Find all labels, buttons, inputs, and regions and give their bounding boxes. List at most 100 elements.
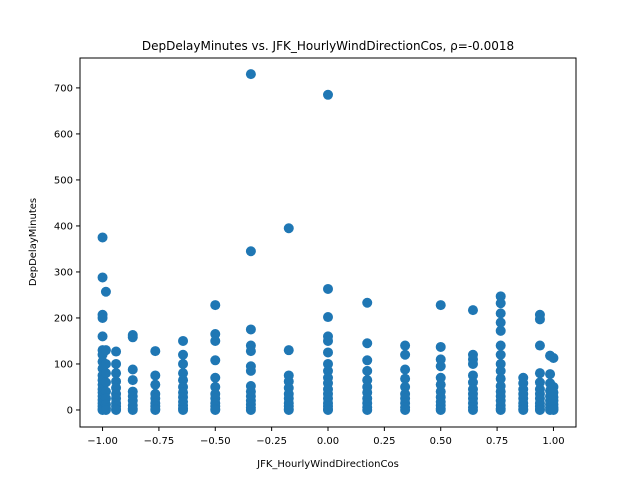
data-point	[495, 298, 506, 309]
data-point	[245, 346, 256, 357]
data-point	[111, 368, 122, 379]
data-point	[283, 404, 294, 415]
x-tick-label: −0.75	[144, 436, 175, 447]
data-point	[178, 335, 189, 346]
data-point	[467, 377, 478, 388]
data-point	[323, 89, 333, 100]
data-point	[323, 347, 333, 358]
y-tick-label: 400	[54, 221, 73, 232]
y-tick-label: 300	[54, 267, 73, 278]
data-point	[245, 404, 256, 415]
data-point	[210, 404, 221, 415]
data-point	[495, 340, 506, 351]
data-point	[178, 368, 189, 379]
data-point	[323, 283, 333, 294]
data-point	[495, 404, 506, 415]
y-tick-label: 500	[54, 175, 73, 186]
data-point	[150, 346, 161, 357]
x-axis-title: JFK_HourlyWindDirectionCos	[256, 459, 399, 470]
data-point	[400, 349, 411, 360]
x-axis-ticks: −1.00 −0.75 −0.50 −0.25 0.00 0.25 0.50 0.75 1.00	[87, 427, 565, 447]
data-point	[127, 375, 138, 386]
data-point	[495, 308, 506, 319]
data-point	[100, 404, 111, 415]
data-point	[97, 232, 108, 243]
data-point	[111, 358, 122, 369]
y-axis-title: DepDelayMinutes	[28, 198, 39, 286]
x-tick-label: 0.25	[373, 436, 395, 447]
data-point	[178, 404, 189, 415]
data-point	[111, 346, 122, 357]
data-point	[362, 355, 373, 366]
data-point	[400, 364, 411, 375]
data-point	[210, 329, 221, 340]
data-point	[127, 364, 138, 375]
y-tick-label: 200	[54, 313, 73, 324]
data-point	[97, 331, 108, 342]
data-point	[323, 312, 333, 323]
data-point	[323, 358, 333, 369]
data-point	[518, 404, 529, 415]
data-point	[495, 358, 506, 369]
data-point	[210, 381, 221, 392]
data-point	[435, 354, 446, 365]
data-point	[97, 272, 108, 283]
data-point	[548, 404, 559, 415]
data-point	[178, 358, 189, 369]
data-point	[100, 358, 111, 369]
data-point	[534, 404, 545, 415]
data-point	[323, 335, 333, 346]
data-point	[150, 370, 161, 381]
data-point	[435, 379, 446, 390]
data-point	[435, 372, 446, 383]
data-point	[127, 332, 138, 343]
data-point	[435, 341, 446, 352]
x-tick-label: 0.00	[317, 436, 339, 447]
data-point	[362, 375, 373, 386]
data-point	[534, 368, 545, 379]
data-point	[178, 349, 189, 360]
data-point	[178, 375, 189, 386]
x-tick-label: 1.00	[542, 436, 564, 447]
x-tick-label: 0.75	[486, 436, 508, 447]
data-point	[435, 361, 446, 372]
data-point	[467, 404, 478, 415]
data-point	[245, 324, 256, 335]
data-point	[495, 373, 506, 384]
data-point	[100, 286, 111, 297]
data-point	[245, 365, 256, 376]
data-point	[467, 358, 478, 369]
data-point	[210, 300, 221, 311]
x-tick-label: −0.25	[256, 436, 287, 447]
data-point	[323, 404, 333, 415]
data-point	[210, 372, 221, 383]
data-point	[111, 404, 122, 415]
data-point	[323, 365, 333, 376]
data-point	[245, 246, 256, 257]
plot-area	[79, 57, 577, 428]
data-point	[400, 381, 411, 392]
y-tick-label: 0	[67, 405, 73, 416]
data-point	[495, 365, 506, 376]
data-point	[100, 377, 111, 388]
data-point	[283, 345, 294, 356]
x-tick-label: −1.00	[87, 436, 118, 447]
data-point	[362, 365, 373, 376]
markers-layer	[97, 69, 559, 415]
data-point	[283, 223, 294, 234]
data-point	[400, 404, 411, 415]
data-point	[435, 404, 446, 415]
data-point	[400, 340, 411, 351]
data-point	[210, 355, 221, 366]
data-point	[534, 377, 545, 388]
data-point	[97, 312, 108, 323]
data-point	[495, 349, 506, 360]
data-point	[534, 340, 545, 351]
x-tick-label: 0.50	[430, 436, 452, 447]
data-point	[150, 379, 161, 390]
data-point	[495, 291, 506, 302]
chart-title: DepDelayMinutes vs. JFK_HourlyWindDirect…	[142, 39, 514, 53]
x-tick-label: −0.50	[200, 436, 231, 447]
data-point	[362, 297, 373, 308]
